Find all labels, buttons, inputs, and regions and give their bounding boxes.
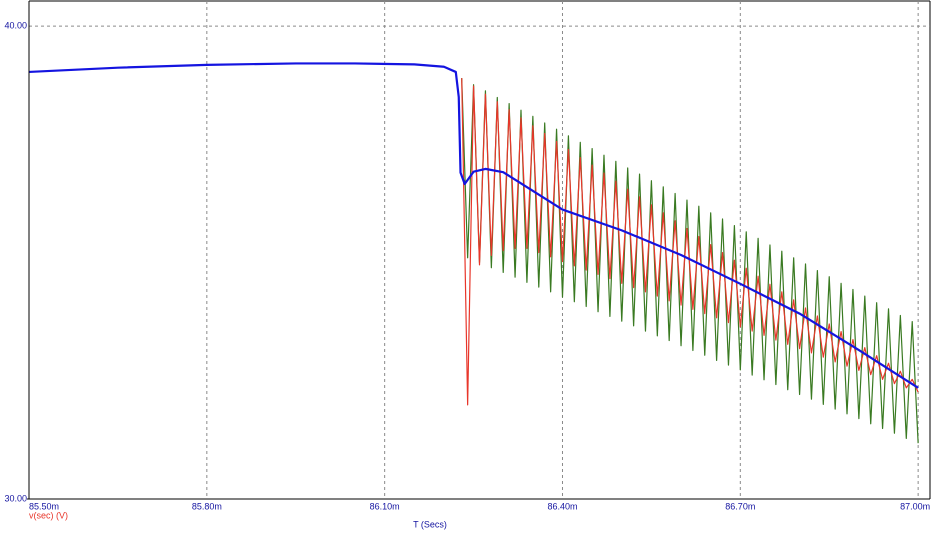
x-tick-label: 86.70m — [725, 501, 755, 511]
x-tick-label: 85.50m — [29, 501, 59, 511]
series-line — [28, 62, 919, 389]
x-axis-label: T (Secs) — [413, 519, 447, 529]
y-tick-label: 30.00 — [4, 493, 27, 503]
x-tick-label: 85.80m — [192, 501, 222, 511]
series-line — [461, 78, 919, 444]
series-line — [461, 78, 919, 406]
x-tick-label: 86.10m — [370, 501, 400, 511]
legend-entry: v(sec) (V) — [29, 510, 68, 520]
y-tick-label: 40.00 — [4, 20, 27, 30]
x-tick-label: 87.00m — [900, 501, 930, 511]
x-tick-label: 86.40m — [547, 501, 577, 511]
